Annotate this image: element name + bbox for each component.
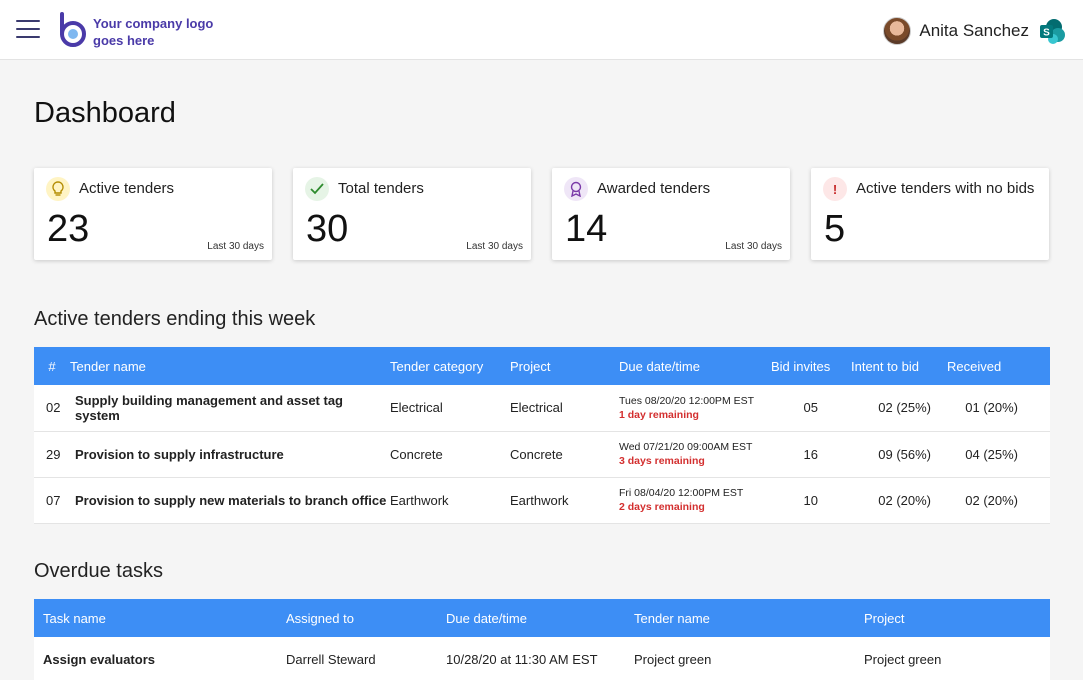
card-value: 5	[824, 208, 846, 250]
cell-tender-name: Project green	[634, 652, 712, 668]
cell-category: Earthwork	[390, 492, 449, 508]
card-total-tenders[interactable]: Total tenders 30 Last 30 days	[293, 168, 531, 260]
card-value: 14	[565, 208, 608, 250]
col-header[interactable]: Assigned to	[286, 610, 354, 626]
card-label: Awarded tenders	[597, 180, 711, 197]
cell-project: Concrete	[510, 446, 563, 462]
card-sub: Last 30 days	[466, 241, 523, 252]
cell-bid-invites: 05	[803, 400, 818, 416]
logo-line-1: Your company logo	[93, 16, 214, 31]
user-profile[interactable]: Anita Sanchez	[883, 17, 1029, 45]
cell-tender-name[interactable]: Provision to supply infrastructure	[75, 446, 284, 462]
due-remaining: 2 days remaining	[619, 501, 705, 513]
table-row[interactable]: 07 Provision to supply new materials to …	[34, 477, 1050, 523]
page-title: Dashboard	[34, 97, 176, 129]
table-row[interactable]: 29 Provision to supply infrastructure Co…	[34, 431, 1050, 477]
col-header[interactable]: Tender name	[70, 358, 146, 374]
logo-line-2: goes here	[93, 33, 155, 48]
col-header[interactable]: Due date/time	[619, 358, 700, 374]
card-no-bids[interactable]: ! Active tenders with no bids 5	[811, 168, 1049, 260]
card-sub: Last 30 days	[725, 241, 782, 252]
col-header[interactable]: Project	[864, 610, 905, 626]
table-header-row: Task name Assigned to Due date/time Tend…	[34, 599, 1050, 637]
cell-assigned: Darrell Steward	[286, 652, 376, 668]
col-header[interactable]: Intent to bid	[851, 358, 919, 374]
award-icon	[564, 177, 588, 201]
cell-intent: 02 (20%)	[878, 492, 931, 508]
card-label: Active tenders with no bids	[856, 180, 1035, 197]
check-icon	[305, 177, 329, 201]
hamburger-menu-icon[interactable]	[16, 20, 40, 40]
cell-category: Concrete	[390, 446, 443, 462]
col-header[interactable]: Received	[947, 358, 1002, 374]
table-header-row: # Tender name Tender category Project Du…	[34, 347, 1050, 385]
cell-due: Wed 07/21/20 09:00AM EST 3 days remainin…	[619, 431, 771, 477]
cell-intent: 09 (56%)	[878, 446, 931, 462]
cell-intent: 02 (25%)	[878, 400, 931, 416]
col-header[interactable]: Bid invites	[771, 358, 831, 374]
cell-received: 02 (20%)	[965, 492, 1018, 508]
due-date: Tues 08/20/20 12:00PM EST	[619, 394, 755, 407]
company-logo-icon[interactable]	[57, 12, 89, 48]
cell-tender-name[interactable]: Supply building management and asset tag…	[75, 392, 343, 423]
user-name: Anita Sanchez	[919, 21, 1029, 40]
cell-bid-invites: 10	[803, 492, 818, 508]
card-awarded-tenders[interactable]: Awarded tenders 14 Last 30 days	[552, 168, 790, 260]
cell-bid-invites: 16	[803, 446, 818, 462]
due-date: Fri 08/04/20 12:00PM EST	[619, 487, 744, 499]
lightbulb-icon	[46, 177, 70, 201]
cell-category: Electrical	[390, 400, 443, 416]
sharepoint-icon[interactable]: S	[1039, 18, 1065, 44]
card-value: 23	[47, 208, 90, 250]
cell-num: 29	[46, 446, 61, 462]
col-header[interactable]: #	[48, 358, 56, 374]
cell-num: 07	[46, 492, 61, 508]
svg-text:S: S	[1043, 28, 1050, 39]
due-remaining: 1 day remaining	[619, 408, 699, 421]
top-bar: Your company logo goes here Anita Sanche…	[0, 0, 1083, 60]
cell-num: 02	[46, 400, 61, 416]
cell-project: Electrical	[510, 400, 563, 416]
cell-due: Tues 08/20/20 12:00PM EST 1 day remainin…	[619, 385, 771, 431]
overdue-table: Task name Assigned to Due date/time Tend…	[34, 599, 1050, 680]
col-header[interactable]: Task name	[43, 610, 106, 626]
table-row[interactable]: 02 Supply building management and asset …	[34, 385, 1050, 431]
due-remaining: 3 days remaining	[619, 455, 705, 467]
cell-project: Earthwork	[510, 492, 569, 508]
cell-task-name[interactable]: Assign evaluators	[43, 652, 155, 668]
section-title-tenders: Active tenders ending this week	[34, 308, 316, 330]
cell-project: Project green	[864, 652, 942, 668]
col-header[interactable]: Due date/time	[446, 610, 527, 626]
avatar[interactable]	[883, 17, 912, 45]
tenders-table: # Tender name Tender category Project Du…	[34, 347, 1050, 524]
due-date: Wed 07/21/20 09:00AM EST	[619, 441, 753, 453]
col-header[interactable]: Tender name	[634, 610, 710, 626]
table-row[interactable]: Assign evaluators Darrell Steward 10/28/…	[34, 637, 1050, 680]
cell-received: 01 (20%)	[965, 400, 1018, 416]
card-label: Total tenders	[338, 180, 424, 197]
card-value: 30	[306, 208, 349, 250]
company-logo-text: Your company logo goes here	[93, 15, 223, 49]
cell-tender-name[interactable]: Provision to supply new materials to bra…	[75, 492, 387, 508]
card-label: Active tenders	[79, 180, 175, 197]
col-header[interactable]: Tender category	[390, 358, 484, 374]
exclamation-icon: !	[823, 177, 847, 201]
col-header[interactable]: Project	[510, 358, 551, 374]
cell-due: Fri 08/04/20 12:00PM EST 2 days remainin…	[619, 477, 771, 523]
card-sub: Last 30 days	[207, 241, 264, 252]
section-title-overdue: Overdue tasks	[34, 560, 163, 582]
cell-due: 10/28/20 at 11:30 AM EST	[446, 652, 598, 668]
card-active-tenders[interactable]: Active tenders 23 Last 30 days	[34, 168, 272, 260]
cell-received: 04 (25%)	[965, 446, 1018, 462]
